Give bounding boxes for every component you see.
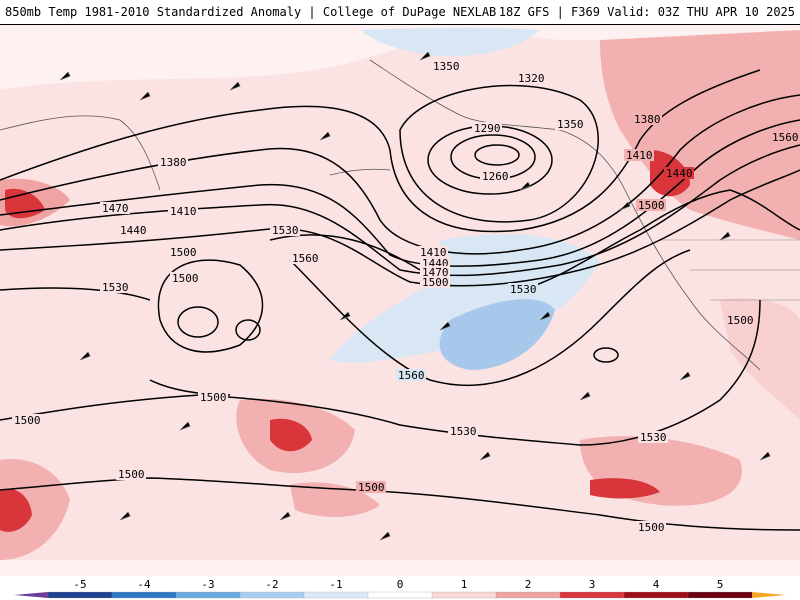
contour-label: 1380 bbox=[160, 156, 187, 169]
contour-label: 1530 bbox=[272, 224, 299, 237]
warm-light-region bbox=[0, 36, 800, 560]
wind-barbs bbox=[59, 51, 771, 541]
legend-swatch bbox=[47, 591, 113, 599]
contour-label: 1410 bbox=[170, 205, 197, 218]
contour-1560 bbox=[289, 249, 691, 387]
map-area: 1350 1320 1290 1260 1350 1380 1410 1440 … bbox=[0, 24, 800, 576]
legend-arrow-left bbox=[14, 592, 48, 598]
state-borders bbox=[660, 239, 800, 301]
legend-tick-label: -1 bbox=[329, 578, 342, 591]
contour-label: 1560 bbox=[292, 252, 319, 265]
contour-labels: 1350 1320 1290 1260 1350 1380 1410 1440 … bbox=[12, 60, 800, 534]
warm-core-central-pacific bbox=[270, 418, 312, 452]
contour-label: 1530 bbox=[450, 425, 477, 438]
wind-barb-set bbox=[59, 51, 771, 541]
legend-tick-label: 2 bbox=[525, 578, 532, 591]
contour-1380 bbox=[0, 69, 761, 233]
contour-label: 1440 bbox=[120, 224, 147, 237]
legend-swatch bbox=[495, 591, 561, 599]
legend-tick-label: -2 bbox=[265, 578, 278, 591]
legend-arrow-right bbox=[752, 592, 786, 598]
legend-tick-label: 5 bbox=[717, 578, 724, 591]
color-scale-legend: -5 -4 -3 -2 -1 0 1 2 3 4 5 bbox=[0, 576, 800, 600]
legend-tick-label: 4 bbox=[653, 578, 660, 591]
legend-tick-label: 1 bbox=[461, 578, 468, 591]
contour-label: 1440 bbox=[666, 167, 693, 180]
legend-swatch bbox=[303, 591, 369, 599]
legend-swatch bbox=[367, 591, 433, 599]
contour-label: 1470 bbox=[422, 266, 449, 279]
contour-label: 1410 bbox=[626, 149, 653, 162]
warm-region-mexico bbox=[720, 298, 800, 420]
coastline-north-america bbox=[369, 59, 761, 371]
contour-label: 1500 bbox=[422, 276, 449, 289]
cold-region-central bbox=[330, 234, 600, 363]
contour-label: 1560 bbox=[398, 369, 425, 382]
coastline-asia bbox=[0, 115, 161, 191]
map-header: 850mb Temp 1981-2010 Standardized Anomal… bbox=[0, 0, 800, 25]
legend-swatch bbox=[431, 591, 497, 599]
warm-region-west-coast bbox=[600, 30, 800, 240]
legend-swatch bbox=[111, 591, 177, 599]
contour-label: 1500 bbox=[170, 246, 197, 259]
contour-1530-closed-b bbox=[235, 319, 261, 341]
contour-label: 1500 bbox=[172, 272, 199, 285]
contour-label: 1500 bbox=[200, 391, 227, 404]
contour-label: 1500 bbox=[638, 199, 665, 212]
map-title: 850mb Temp 1981-2010 Standardized Anomal… bbox=[5, 5, 497, 19]
warm-region-sw bbox=[0, 459, 70, 560]
contour-label: 1500 bbox=[14, 414, 41, 427]
legend-ticks: -5 -4 -3 -2 -1 0 1 2 3 4 5 bbox=[73, 578, 723, 591]
warm-core-sw bbox=[0, 488, 32, 532]
coastlines bbox=[0, 59, 800, 371]
warm-core-east-pacific bbox=[590, 478, 660, 499]
legend-tick-label: 3 bbox=[589, 578, 596, 591]
legend-tick-label: 0 bbox=[397, 578, 404, 591]
contour-label: 1500 bbox=[358, 481, 385, 494]
legend-swatches bbox=[14, 591, 786, 599]
contour-label: 1350 bbox=[557, 118, 584, 131]
legend-tick-label: -3 bbox=[201, 578, 214, 591]
anomaly-shading bbox=[0, 27, 800, 560]
contour-1530 bbox=[0, 189, 800, 301]
model-run-info: 18Z GFS | F369 Valid: 03Z THU APR 10 202… bbox=[498, 5, 795, 19]
contour-label: 1350 bbox=[433, 60, 460, 73]
legend-tick-label: -5 bbox=[73, 578, 86, 591]
map-canvas: 1350 1320 1290 1260 1350 1380 1410 1440 … bbox=[0, 24, 800, 576]
contour-label: 1380 bbox=[634, 113, 661, 126]
legend-tick-label: -4 bbox=[137, 578, 151, 591]
contour-1560-closed bbox=[593, 347, 619, 363]
contour-label: 1290 bbox=[474, 122, 501, 135]
legend-swatch bbox=[239, 591, 305, 599]
contour-label: 1500 bbox=[118, 468, 145, 481]
contour-label: 1500 bbox=[638, 521, 665, 534]
contour-1530-closed-a bbox=[177, 306, 219, 338]
legend-swatch bbox=[175, 591, 241, 599]
contour-low-inner bbox=[474, 144, 520, 166]
contour-label: 1530 bbox=[640, 431, 667, 444]
contour-label: 1320 bbox=[518, 72, 545, 85]
legend-swatch bbox=[687, 591, 753, 599]
contour-label: 1260 bbox=[482, 170, 509, 183]
contour-label: 1500 bbox=[727, 314, 754, 327]
legend-swatch bbox=[559, 591, 625, 599]
legend-swatch bbox=[623, 591, 689, 599]
legend-bar: -5 -4 -3 -2 -1 0 1 2 3 4 5 bbox=[14, 578, 786, 599]
contour-1500-closed bbox=[157, 259, 264, 353]
contour-label: 1410 bbox=[420, 246, 447, 259]
cold-core-central bbox=[439, 299, 555, 370]
contour-label: 1530 bbox=[510, 283, 537, 296]
contour-label: 1470 bbox=[102, 202, 129, 215]
contour-label: 1530 bbox=[102, 281, 129, 294]
cold-region-north bbox=[360, 27, 540, 57]
contour-1350 bbox=[399, 84, 599, 223]
contour-label: 1560 bbox=[772, 131, 799, 144]
coastline-aleutians bbox=[329, 168, 391, 176]
